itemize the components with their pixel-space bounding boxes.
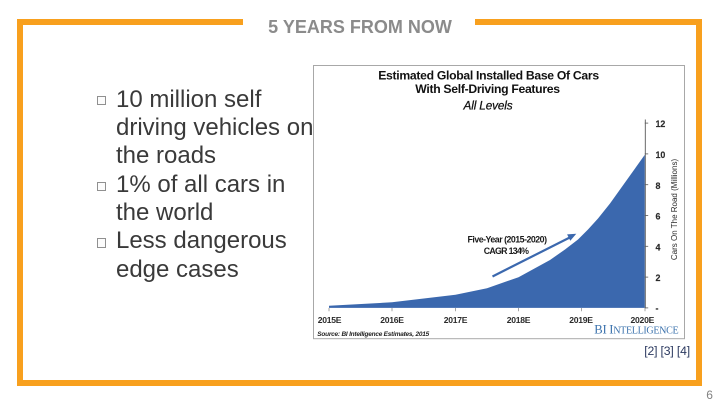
svg-text:2: 2 — [656, 273, 661, 283]
svg-text:BI INTELLIGENCE: BI INTELLIGENCE — [594, 323, 678, 337]
svg-text:8: 8 — [656, 181, 661, 191]
svg-text:2020E: 2020E — [630, 315, 654, 325]
svg-text:2015E: 2015E — [318, 315, 342, 325]
svg-text:12: 12 — [656, 119, 666, 129]
svg-text:Source: BI Intelligence Estima: Source: BI Intelligence Estimates, 2015 — [317, 331, 429, 338]
svg-text:-: - — [656, 304, 659, 314]
svg-text:All Levels: All Levels — [463, 99, 513, 113]
svg-text:Cars On The Road (Millions): Cars On The Road (Millions) — [670, 159, 679, 261]
svg-text:6: 6 — [656, 212, 661, 222]
svg-text:4: 4 — [656, 242, 661, 252]
svg-text:CAGR 134%: CAGR 134% — [484, 246, 529, 256]
svg-text:With Self-Driving Features: With Self-Driving Features — [415, 82, 560, 96]
svg-text:2017E: 2017E — [444, 315, 468, 325]
svg-text:Estimated Global Installed Bas: Estimated Global Installed Base Of Cars — [378, 68, 599, 82]
svg-text:2016E: 2016E — [380, 315, 404, 325]
svg-text:2018E: 2018E — [507, 315, 531, 325]
svg-text:Five-Year (2015-2020): Five-Year (2015-2020) — [468, 234, 548, 244]
svg-text:2019E: 2019E — [569, 315, 593, 325]
svg-text:10: 10 — [656, 150, 666, 160]
